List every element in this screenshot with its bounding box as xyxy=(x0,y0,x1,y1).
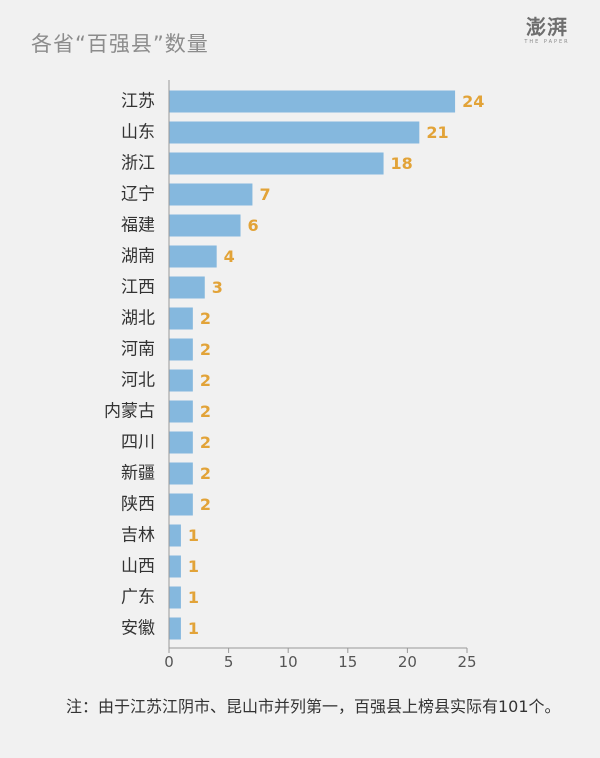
x-tick-label: 0 xyxy=(164,653,174,671)
x-tick-label: 15 xyxy=(338,653,357,671)
value-label: 2 xyxy=(200,371,211,390)
x-tick-label: 5 xyxy=(224,653,234,671)
value-label: 1 xyxy=(188,557,199,576)
value-label: 1 xyxy=(188,526,199,545)
bar-1 xyxy=(169,121,420,144)
bar-4 xyxy=(169,214,241,237)
category-label: 新疆 xyxy=(121,464,155,484)
value-label: 6 xyxy=(248,216,259,235)
bar-11 xyxy=(169,431,193,454)
category-label: 吉林 xyxy=(121,526,155,546)
category-label: 内蒙古 xyxy=(104,402,155,422)
bar-16 xyxy=(169,586,181,609)
category-label: 山西 xyxy=(121,557,155,577)
x-tick-label: 25 xyxy=(457,653,476,671)
category-label: 河南 xyxy=(121,340,155,360)
logo-mark: 澎湃 xyxy=(526,15,568,39)
value-label: 3 xyxy=(212,278,223,297)
bar-5 xyxy=(169,245,217,268)
bar-12 xyxy=(169,462,193,485)
value-label: 24 xyxy=(462,92,484,111)
category-label: 四川 xyxy=(121,433,155,453)
category-label: 辽宁 xyxy=(121,185,155,205)
category-label: 河北 xyxy=(121,371,155,391)
bar-3 xyxy=(169,183,253,206)
category-label: 山东 xyxy=(121,123,155,143)
x-tick-label: 20 xyxy=(398,653,417,671)
bar-14 xyxy=(169,524,181,547)
category-label: 湖北 xyxy=(121,309,155,329)
logo-subtitle: THE PAPER xyxy=(524,39,570,45)
value-label: 2 xyxy=(200,309,211,328)
bar-17 xyxy=(169,617,181,640)
footnote: 注：由于江苏江阴市、昆山市并列第一，百强县上榜县实际有101个。 xyxy=(66,697,561,716)
bar-0 xyxy=(169,90,456,113)
bar-13 xyxy=(169,493,193,516)
value-label: 2 xyxy=(200,340,211,359)
bar-9 xyxy=(169,369,193,392)
bar-2 xyxy=(169,152,384,175)
category-label: 江苏 xyxy=(121,92,155,112)
value-label: 1 xyxy=(188,619,199,638)
chart-title: 各省“百强县”数量 xyxy=(31,32,209,56)
category-label: 湖南 xyxy=(121,247,155,267)
category-label: 陕西 xyxy=(121,495,155,515)
category-label: 浙江 xyxy=(121,154,155,174)
bar-7 xyxy=(169,307,193,330)
bar-8 xyxy=(169,338,193,361)
value-label: 21 xyxy=(426,123,448,142)
category-label: 广东 xyxy=(121,588,155,608)
thepaper-logo: 澎湃 THE PAPER xyxy=(522,16,572,50)
bar-10 xyxy=(169,400,193,423)
value-label: 1 xyxy=(188,588,199,607)
bar-6 xyxy=(169,276,205,299)
value-label: 2 xyxy=(200,402,211,421)
value-label: 4 xyxy=(224,247,235,266)
category-label: 安徽 xyxy=(121,619,155,639)
category-label: 江西 xyxy=(121,278,155,298)
value-label: 7 xyxy=(259,185,270,204)
value-label: 2 xyxy=(200,464,211,483)
value-label: 2 xyxy=(200,433,211,452)
bar-15 xyxy=(169,555,181,578)
x-tick-label: 10 xyxy=(279,653,298,671)
value-label: 2 xyxy=(200,495,211,514)
category-label: 福建 xyxy=(121,216,155,236)
value-label: 18 xyxy=(391,154,413,173)
